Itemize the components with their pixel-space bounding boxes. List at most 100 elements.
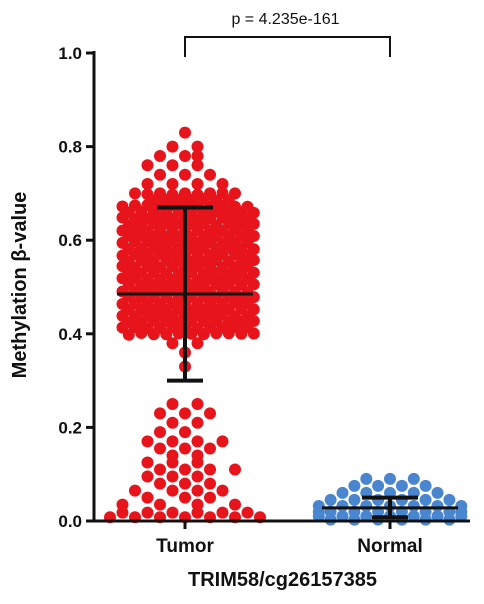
data-point bbox=[154, 407, 166, 420]
data-point bbox=[179, 477, 191, 490]
data-point bbox=[384, 472, 396, 485]
data-point bbox=[336, 500, 349, 512]
data-point bbox=[179, 491, 191, 504]
data-point bbox=[141, 470, 154, 483]
data-point bbox=[154, 150, 166, 162]
data-point bbox=[141, 178, 154, 190]
data-point bbox=[166, 398, 179, 410]
data-point bbox=[360, 472, 373, 485]
data-point bbox=[179, 150, 191, 162]
data-point bbox=[348, 493, 361, 506]
y-axis-title: Methylation β-value bbox=[9, 192, 31, 379]
data-point bbox=[324, 493, 337, 506]
y-ticks: 0.0 0.2 0.4 0.6 0.8 1.0 bbox=[58, 44, 94, 531]
data-point bbox=[129, 199, 141, 212]
data-point bbox=[191, 416, 204, 429]
data-points bbox=[104, 126, 468, 526]
data-point bbox=[166, 140, 179, 153]
data-point bbox=[372, 479, 385, 492]
data-point bbox=[166, 484, 179, 497]
data-point bbox=[191, 506, 204, 519]
data-point bbox=[141, 188, 154, 201]
data-point bbox=[216, 435, 229, 448]
data-point bbox=[179, 407, 191, 420]
y-tick-label: 0.0 bbox=[58, 512, 82, 531]
data-point bbox=[204, 442, 216, 455]
data-point bbox=[419, 479, 432, 492]
data-point bbox=[407, 500, 420, 512]
data-point bbox=[191, 159, 204, 172]
y-tick-label: 0.2 bbox=[58, 418, 82, 437]
data-point bbox=[241, 506, 254, 519]
significance-bracket bbox=[184, 36, 391, 57]
data-point bbox=[407, 472, 420, 485]
data-point bbox=[443, 493, 456, 506]
data-point bbox=[191, 337, 204, 350]
data-point bbox=[348, 479, 361, 492]
data-point bbox=[141, 491, 154, 504]
data-point bbox=[216, 484, 229, 497]
data-point bbox=[191, 178, 204, 190]
data-point bbox=[179, 126, 191, 139]
data-point bbox=[241, 200, 254, 213]
data-point bbox=[154, 426, 166, 439]
x-category-label: Tumor bbox=[156, 536, 214, 557]
data-point bbox=[431, 486, 444, 499]
data-point bbox=[431, 500, 444, 512]
data-point bbox=[191, 398, 204, 410]
data-point bbox=[191, 456, 204, 469]
x-axis-title: TRIM58/cg26157385 bbox=[188, 569, 377, 591]
data-point bbox=[166, 416, 179, 429]
data-point bbox=[179, 187, 191, 200]
p-value-annotation: p = 4.235e-161 bbox=[231, 11, 339, 28]
data-point bbox=[154, 463, 166, 476]
data-point bbox=[179, 426, 191, 439]
data-point bbox=[431, 510, 444, 523]
data-point bbox=[141, 456, 154, 469]
data-point bbox=[166, 188, 179, 201]
data-point bbox=[191, 188, 204, 201]
axes bbox=[92, 51, 470, 523]
data-point bbox=[312, 510, 325, 523]
data-point bbox=[229, 463, 241, 476]
data-point bbox=[204, 477, 216, 490]
data-point bbox=[191, 470, 204, 483]
data-point bbox=[216, 178, 229, 190]
data-point bbox=[336, 510, 349, 523]
data-point bbox=[129, 484, 141, 497]
y-tick-label: 0.6 bbox=[58, 231, 82, 250]
data-point bbox=[216, 506, 229, 519]
data-point bbox=[336, 486, 349, 499]
data-point bbox=[166, 435, 179, 448]
x-category-label: Normal bbox=[357, 536, 422, 557]
data-point bbox=[116, 200, 129, 213]
data-point bbox=[129, 187, 141, 200]
data-point bbox=[141, 435, 154, 448]
data-point bbox=[191, 150, 204, 162]
data-point bbox=[204, 463, 216, 476]
data-point bbox=[191, 484, 204, 497]
data-point bbox=[395, 479, 408, 492]
data-point bbox=[166, 337, 179, 350]
data-point bbox=[154, 442, 166, 455]
data-point bbox=[166, 456, 179, 469]
data-point bbox=[455, 510, 468, 523]
x-categories: Tumor Normal bbox=[156, 521, 423, 557]
data-point bbox=[166, 470, 179, 483]
data-point bbox=[166, 506, 179, 519]
data-point bbox=[216, 187, 229, 200]
data-point bbox=[204, 187, 216, 200]
data-point bbox=[179, 168, 191, 181]
data-point bbox=[166, 178, 179, 190]
data-point bbox=[154, 498, 166, 511]
data-point bbox=[204, 407, 216, 420]
data-point bbox=[154, 168, 166, 181]
data-point bbox=[360, 500, 373, 512]
data-point bbox=[204, 491, 216, 504]
data-point bbox=[204, 168, 216, 181]
y-tick-label: 1.0 bbox=[58, 44, 82, 63]
data-point bbox=[154, 187, 166, 200]
data-point bbox=[360, 510, 373, 523]
data-point bbox=[179, 463, 191, 476]
